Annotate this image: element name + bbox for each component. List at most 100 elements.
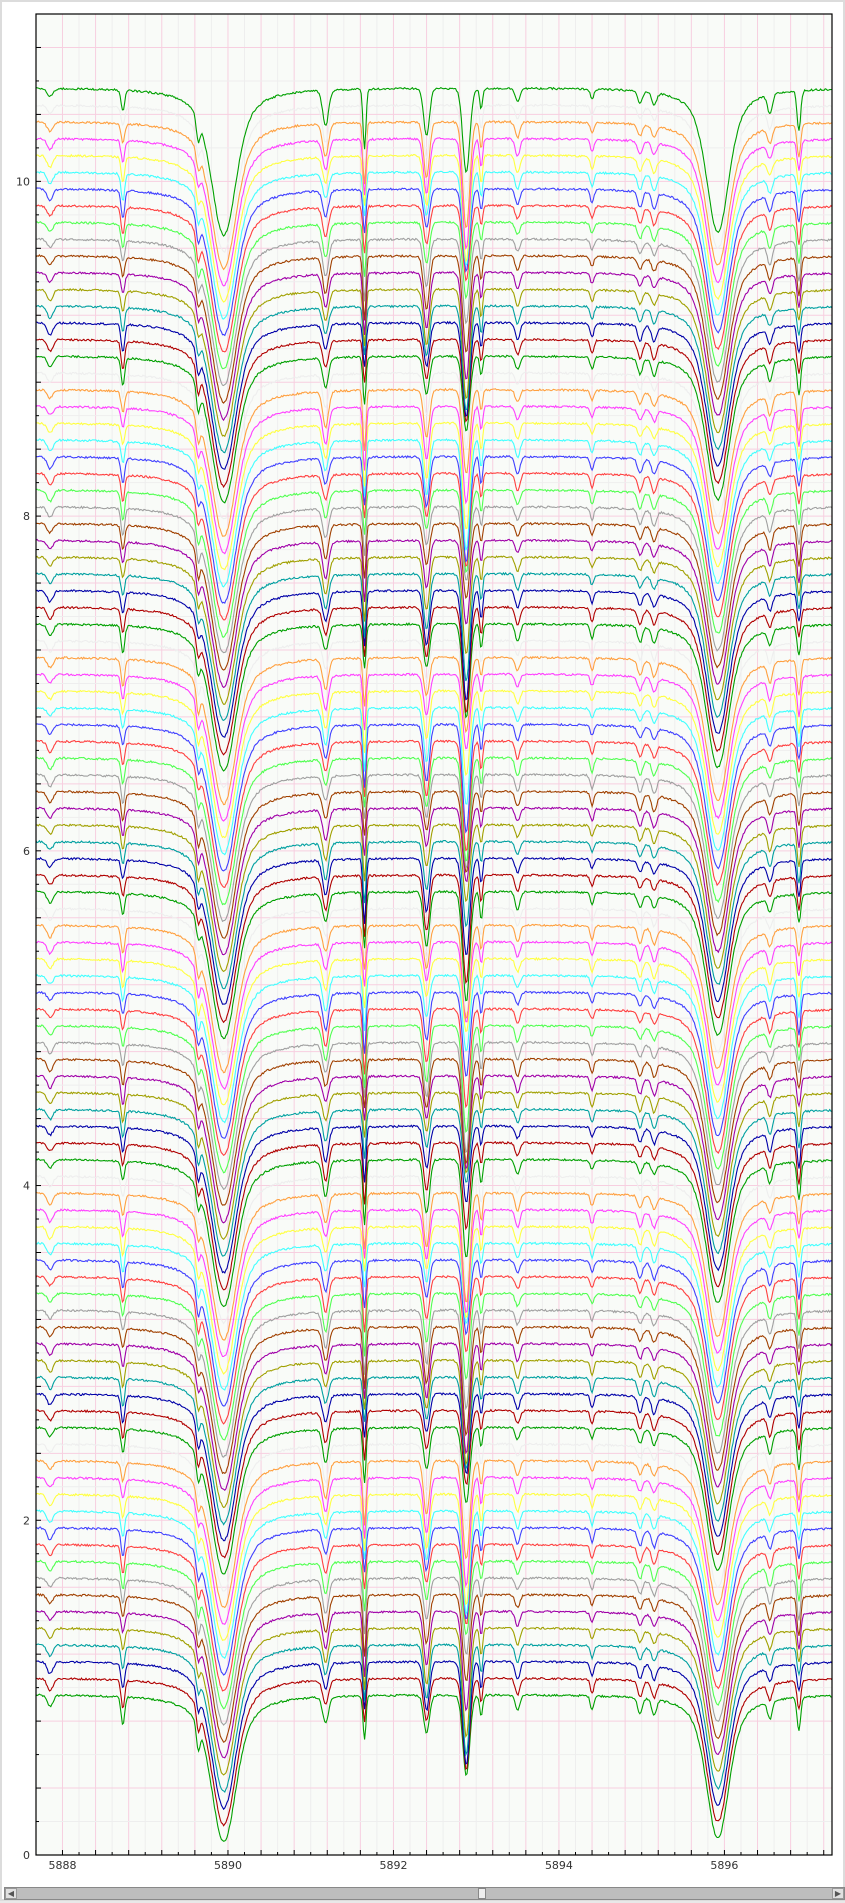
y-tick-label: 0	[23, 1849, 30, 1862]
spectrum-line	[35, 1358, 833, 1509]
y-tick-label: 4	[23, 1180, 30, 1193]
spectrum-line	[35, 538, 833, 689]
spectrum-line	[35, 320, 833, 470]
ticks	[36, 13, 825, 1856]
spectrum-line	[35, 471, 833, 621]
spectrum-line	[35, 1007, 833, 1157]
spectrum-line	[35, 655, 833, 806]
spectrum-line	[35, 1325, 833, 1475]
spectrum-line	[35, 337, 833, 489]
spectrum-line	[35, 689, 833, 839]
spectrum-line	[35, 856, 833, 1005]
spectrum-line	[35, 1375, 833, 1526]
spectrum-line	[35, 806, 833, 956]
spectrum-line	[35, 1643, 833, 1793]
spectrum-line	[35, 588, 832, 738]
spectrum-line	[35, 1660, 833, 1811]
scroll-right-arrow-icon[interactable]: ▶	[832, 1888, 844, 1899]
spectrum-line	[35, 889, 833, 1040]
spectrum-line	[35, 1023, 833, 1174]
spectrum-line	[35, 1308, 833, 1458]
spectrum-line	[35, 789, 833, 939]
spectrum-line	[35, 839, 833, 990]
spectrum-line	[35, 153, 833, 303]
spectrum-line	[35, 1542, 833, 1692]
x-tick-label: 5888	[48, 1859, 76, 1872]
x-tick-label: 5896	[710, 1859, 738, 1872]
spectrum-line	[35, 1592, 833, 1743]
spectrum-line	[35, 354, 833, 504]
spectrum-line	[36, 287, 833, 438]
spectrum-line	[35, 1241, 833, 1391]
series-group	[35, 86, 833, 1842]
scrollbar-thumb[interactable]	[478, 1888, 487, 1899]
spectrum-line	[35, 488, 833, 638]
spectrum-line	[35, 990, 833, 1139]
spectrum-line	[35, 454, 833, 604]
spectrum-line	[35, 756, 833, 906]
spectrum-line	[35, 1191, 833, 1341]
spectrum-line	[35, 1141, 833, 1291]
spectrum-line	[35, 1124, 833, 1274]
spectrum-line	[35, 86, 833, 237]
spectrum-line	[35, 1040, 833, 1191]
scroll-left-arrow-icon[interactable]: ◀	[5, 1888, 17, 1899]
spectrum-line	[35, 203, 833, 353]
spectrum-line	[35, 1475, 833, 1625]
spectrum-line	[35, 956, 832, 1106]
spectrum-line	[35, 940, 833, 1091]
spectrum-line	[35, 1157, 833, 1308]
spectrum-line	[35, 571, 833, 722]
spectrum-line	[35, 906, 832, 1056]
spectrum-line	[35, 638, 833, 789]
spectrum-line	[35, 304, 833, 454]
spectrum-line	[35, 1609, 833, 1759]
spectrum-line	[35, 1693, 832, 1842]
y-tick-label: 8	[23, 510, 30, 523]
x-tick-label: 5892	[379, 1859, 407, 1872]
spectrum-line	[36, 1676, 833, 1827]
spectrum-line	[35, 270, 833, 422]
spectrum-line	[35, 822, 833, 973]
spectrum-line	[36, 923, 833, 1074]
spectrum-line	[35, 1392, 833, 1542]
spectrum-line	[36, 1291, 833, 1441]
spectrum-line	[35, 1057, 832, 1206]
spectrum-line	[35, 605, 833, 756]
spectrum-line	[35, 622, 833, 772]
spectrum-line	[35, 237, 833, 387]
spectrum-line	[35, 1174, 833, 1325]
spectrum-line	[35, 136, 833, 287]
spectrum-line	[35, 220, 833, 370]
spectrum-line	[35, 739, 833, 889]
spectrum-line	[35, 1274, 833, 1425]
spectrum-line	[35, 438, 833, 588]
spectrum-line	[35, 103, 833, 254]
spectrum-line	[35, 1626, 833, 1776]
spectrum-line	[35, 705, 833, 856]
spectrum-line	[35, 1341, 833, 1491]
x-tick-label: 5890	[214, 1859, 242, 1872]
spectrum-line	[35, 1408, 833, 1559]
spectrum-line	[35, 672, 833, 822]
spectrum-line	[35, 1107, 832, 1257]
spectrum-line	[35, 555, 833, 705]
plot-frame	[35, 13, 833, 1856]
spectrum-line	[35, 371, 832, 520]
spectrum-line	[35, 722, 833, 872]
spectrum-line	[35, 1575, 833, 1726]
spectrum-line	[35, 1074, 833, 1224]
spectrum-line	[35, 1258, 833, 1407]
spectrum-line	[35, 873, 833, 1024]
spectrum-line	[35, 1509, 833, 1660]
horizontal-scrollbar[interactable]: ◀ ▶	[4, 1887, 845, 1900]
spectrum-line	[35, 421, 833, 571]
y-tick-label: 2	[23, 1514, 30, 1527]
spectrum-line	[35, 187, 833, 337]
spectrum-line	[35, 772, 833, 923]
spectrum-line	[35, 1090, 833, 1240]
spectrum-line	[35, 1207, 833, 1358]
spectrum-line	[35, 119, 833, 271]
